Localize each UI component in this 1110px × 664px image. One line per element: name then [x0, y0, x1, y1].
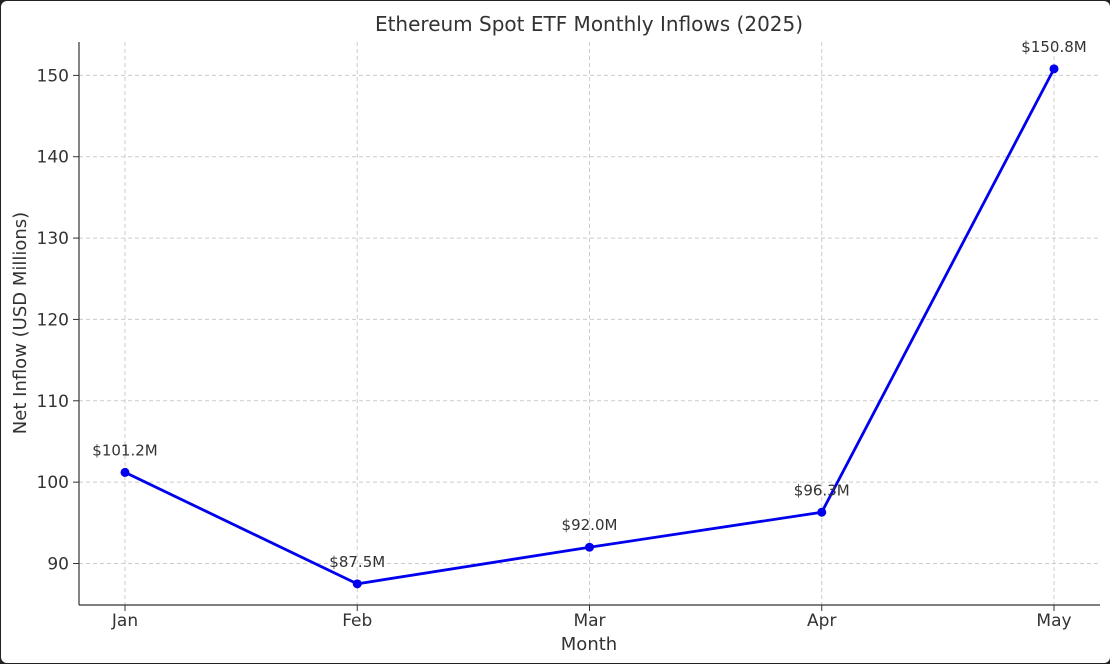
x-tick-label: May	[1036, 611, 1071, 631]
data-point	[817, 507, 827, 517]
data-point	[1049, 64, 1059, 74]
data-label: $101.2M	[92, 441, 157, 459]
data-label: $92.0M	[562, 516, 618, 534]
y-tick-label: 110	[37, 392, 69, 412]
grid	[79, 42, 1100, 605]
series-layer	[120, 64, 1059, 589]
data-label: $87.5M	[329, 553, 385, 571]
data-label: $150.8M	[1021, 38, 1086, 56]
chart-title: Ethereum Spot ETF Monthly Inflows (2025)	[375, 12, 803, 36]
y-tick-label: 150	[37, 66, 69, 86]
x-tick-label: Apr	[807, 611, 836, 631]
data-point	[585, 542, 594, 552]
y-tick-label: 130	[37, 229, 69, 249]
data-labels: $101.2M $87.5M $92.0M $96.3M $150.8M	[92, 38, 1086, 571]
tick-labels: 90 100 110 120 130 140 150 Jan Feb Mar Apr May	[37, 66, 1072, 631]
data-label: $96.3M	[794, 481, 850, 499]
data-point	[352, 579, 362, 589]
y-tick-label: 140	[37, 148, 69, 168]
y-tick-label: 120	[37, 310, 69, 330]
x-tick-label: Jan	[111, 611, 138, 631]
data-point	[120, 467, 130, 477]
x-tick-label: Mar	[573, 611, 605, 631]
y-tick-label: 100	[37, 473, 69, 493]
y-tick-label: 90	[47, 555, 69, 575]
x-axis-label: Month	[561, 634, 617, 655]
x-tick-label: Feb	[342, 611, 372, 631]
y-axis-label: Net Inflow (USD Millions)	[10, 212, 31, 434]
